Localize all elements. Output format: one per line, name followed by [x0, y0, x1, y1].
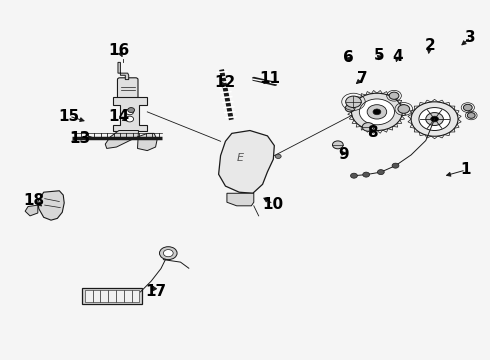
Text: 5: 5 [374, 48, 385, 63]
Text: 15: 15 [58, 109, 80, 124]
Circle shape [163, 249, 173, 257]
FancyBboxPatch shape [85, 290, 93, 302]
Circle shape [128, 108, 135, 113]
Text: 7: 7 [357, 71, 368, 86]
Circle shape [426, 113, 443, 126]
Text: 8: 8 [367, 125, 377, 140]
Circle shape [411, 102, 458, 136]
Circle shape [464, 104, 472, 111]
Circle shape [419, 108, 450, 131]
Text: 3: 3 [466, 30, 476, 45]
Text: 6: 6 [343, 50, 354, 65]
Circle shape [332, 141, 343, 149]
FancyBboxPatch shape [124, 290, 132, 302]
Text: 18: 18 [24, 193, 45, 208]
Polygon shape [227, 193, 254, 206]
FancyBboxPatch shape [82, 288, 143, 304]
Circle shape [350, 173, 357, 178]
FancyBboxPatch shape [100, 290, 108, 302]
Text: 9: 9 [339, 147, 349, 162]
Text: 10: 10 [263, 197, 284, 212]
Circle shape [126, 116, 134, 122]
Text: 13: 13 [69, 131, 91, 146]
Text: E: E [237, 153, 244, 163]
Polygon shape [113, 97, 147, 131]
Polygon shape [118, 62, 129, 80]
Circle shape [275, 154, 281, 158]
Circle shape [367, 105, 387, 119]
Circle shape [389, 92, 399, 99]
Circle shape [431, 116, 439, 122]
Circle shape [392, 163, 399, 168]
Circle shape [362, 123, 374, 131]
Polygon shape [25, 205, 38, 216]
Circle shape [377, 170, 384, 175]
Circle shape [126, 109, 134, 115]
Circle shape [159, 247, 177, 260]
Text: 16: 16 [108, 43, 129, 58]
FancyBboxPatch shape [93, 290, 100, 302]
Polygon shape [219, 131, 274, 193]
Text: 11: 11 [259, 71, 280, 86]
Text: 17: 17 [146, 284, 167, 300]
Polygon shape [38, 191, 64, 220]
FancyBboxPatch shape [132, 290, 140, 302]
Circle shape [467, 113, 475, 118]
Text: 4: 4 [392, 49, 403, 64]
Polygon shape [105, 131, 157, 150]
Circle shape [345, 96, 361, 108]
Text: 2: 2 [424, 38, 435, 53]
Circle shape [398, 105, 410, 113]
Text: 14: 14 [108, 109, 129, 124]
Circle shape [373, 109, 381, 115]
Circle shape [363, 172, 369, 177]
FancyBboxPatch shape [118, 78, 138, 99]
Circle shape [351, 93, 402, 131]
Text: 12: 12 [214, 75, 235, 90]
Circle shape [345, 105, 355, 112]
FancyBboxPatch shape [108, 290, 116, 302]
Text: 1: 1 [461, 162, 471, 177]
Circle shape [359, 99, 394, 125]
FancyBboxPatch shape [116, 290, 124, 302]
